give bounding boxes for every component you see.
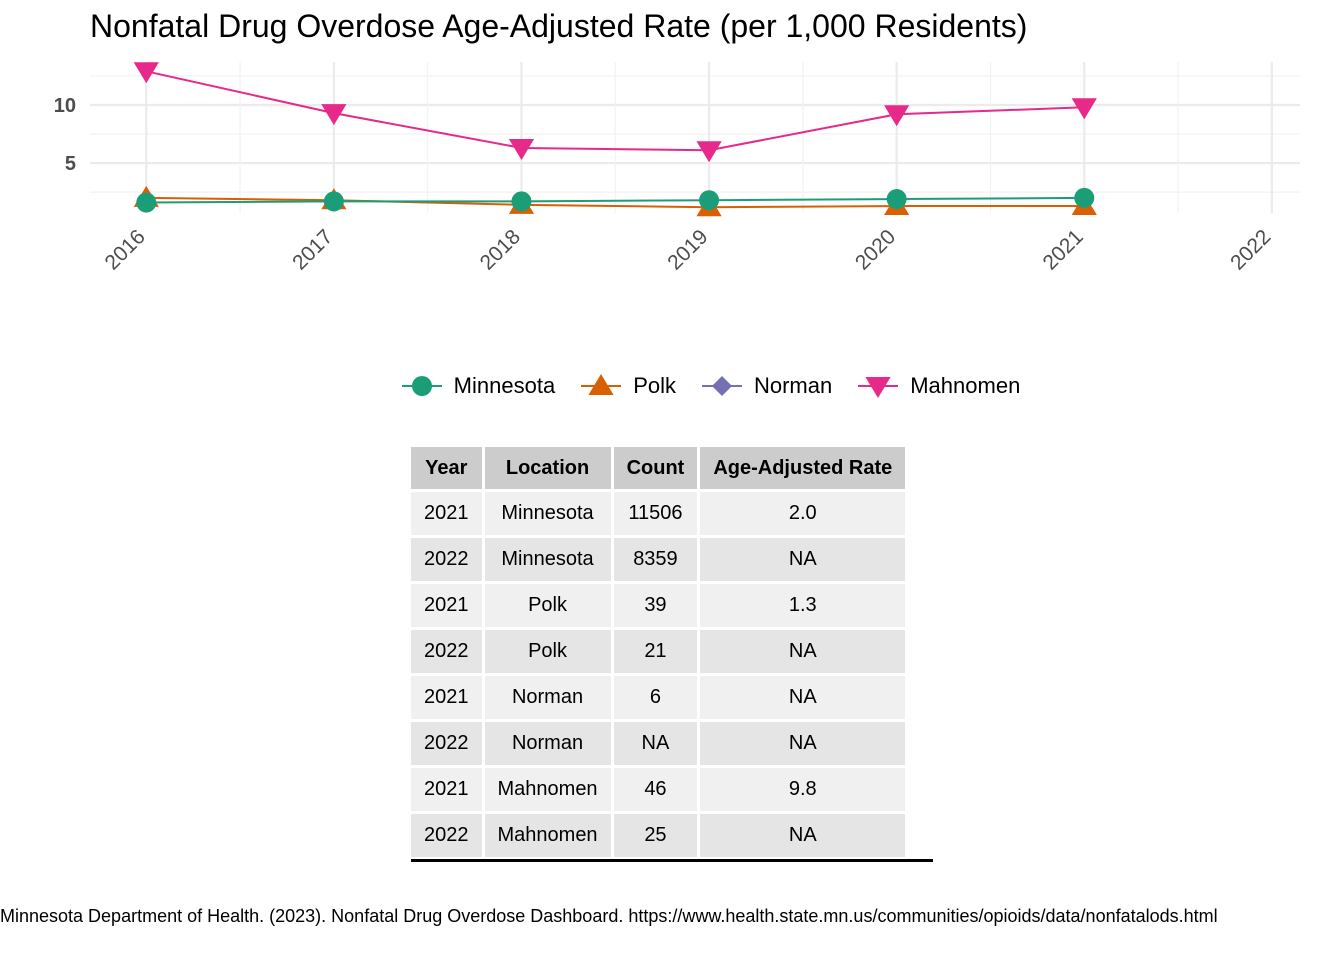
legend-label: Mahnomen (910, 373, 1021, 398)
x-tick-label: 2021 (1039, 225, 1088, 274)
legend-key-icon (701, 376, 742, 396)
table-cell: NA (700, 814, 906, 857)
legend-key-marker (588, 374, 614, 395)
x-tick-label: 2019 (663, 225, 712, 274)
legend-key-icon (858, 377, 899, 398)
table-row: 2021 Minnesota 11506 2.0 (411, 492, 906, 535)
series-line-mahnomen (146, 70, 1085, 152)
chart-title: Nonfatal Drug Overdose Age-Adjusted Rate… (90, 8, 1028, 44)
table-cell: 1.3 (700, 584, 906, 627)
table-header-cell: Count (613, 447, 698, 489)
table-cell: 8359 (613, 538, 698, 581)
table-cell: NA (700, 722, 906, 765)
point-mahnomen (508, 138, 535, 160)
chart-grid (90, 62, 1300, 213)
point-mahnomen (1071, 98, 1097, 120)
legend-key-icon (401, 376, 442, 396)
legend-item-minnesota: Minnesota (400, 366, 556, 406)
y-tick-label: 10 (54, 95, 76, 117)
table-cell: Mahnomen (484, 814, 611, 857)
chart-legend: Minnesota Polk Norman Mahnomen (0, 366, 1344, 406)
table-cell: Minnesota (484, 538, 611, 581)
x-tick-label: 2018 (476, 225, 525, 274)
point-minnesota (323, 191, 344, 212)
table-body: 2021 Minnesota 11506 2.0 2022 Minnesota 8359 NA… (411, 492, 906, 857)
table-cell: Polk (484, 630, 611, 673)
legend-key-marker (865, 377, 891, 398)
table-row: 2022 Mahnomen 25 NA (411, 814, 906, 857)
legend-item-polk: Polk (579, 366, 676, 406)
point-minnesota (136, 192, 157, 213)
table-cell: 2021 (411, 768, 482, 811)
legend-label: Minnesota (453, 373, 556, 398)
line-chart: 5 10 2016 2017 2018 2019 2020 2021 2022 (54, 62, 1300, 275)
table-cell: 46 (613, 768, 698, 811)
table-bottom-rule (411, 859, 933, 862)
table-row: 2022 Minnesota 8359 NA (411, 538, 906, 581)
table-cell: 21 (613, 630, 698, 673)
table-cell: 2.0 (700, 492, 906, 535)
point-minnesota (699, 190, 720, 211)
point-minnesota (1074, 187, 1095, 208)
legend-key-icon (581, 374, 622, 395)
table-cell: Norman (484, 676, 611, 719)
table-cell: 39 (613, 584, 698, 627)
legend-item-norman: Norman (700, 366, 832, 406)
table-row: 2022 Norman NA NA (411, 722, 906, 765)
table-cell: 9.8 (700, 768, 906, 811)
data-table: Year Location Count Age-Adjusted Rate 2021 M… (408, 444, 908, 860)
table-cell: 2022 (411, 722, 482, 765)
table-row: 2022 Polk 21 NA (411, 630, 906, 673)
table-cell: Mahnomen (484, 768, 611, 811)
point-mahnomen (321, 104, 347, 126)
table-header-cell: Age-Adjusted Rate (700, 447, 906, 489)
table-cell: Minnesota (484, 492, 611, 535)
table-header-cell: Year (411, 447, 482, 489)
table-row: 2021 Mahnomen 46 9.8 (411, 768, 906, 811)
series-line-polk (146, 196, 1085, 209)
table-row: 2021 Norman 6 NA (411, 676, 906, 719)
table-row: 2021 Polk 39 1.3 (411, 584, 906, 627)
table-cell: 2022 (411, 814, 482, 857)
table-cell: Polk (484, 584, 611, 627)
legend-item-mahnomen: Mahnomen (856, 366, 1020, 406)
legend-key-marker (411, 376, 432, 396)
point-mahnomen (696, 141, 722, 163)
point-mahnomen (884, 105, 910, 127)
table-cell: 2021 (411, 492, 482, 535)
table-cell: 6 (613, 676, 698, 719)
table-cell: 2022 (411, 630, 482, 673)
point-minnesota (886, 189, 907, 210)
x-tick-label: 2017 (288, 225, 337, 274)
x-tick-label: 2016 (101, 225, 150, 274)
legend-label: Norman (753, 373, 833, 398)
x-tick-label: 2022 (1226, 225, 1275, 274)
table-cell: 2021 (411, 676, 482, 719)
series-markers (133, 62, 1097, 217)
table-header-cell: Location (484, 447, 611, 489)
table-cell: NA (613, 722, 698, 765)
table-cell: 25 (613, 814, 698, 857)
table-cell: 2022 (411, 538, 482, 581)
table-cell: NA (700, 630, 906, 673)
table-cell: 2021 (411, 584, 482, 627)
series-line-minnesota (146, 196, 1085, 204)
table-cell: NA (700, 676, 906, 719)
legend-label: Polk (633, 373, 676, 398)
x-axis-ticks: 2016 2017 2018 2019 2020 2021 2022 (101, 225, 1276, 274)
point-minnesota (511, 191, 532, 212)
y-tick-label: 5 (65, 153, 76, 175)
source-caption: Minnesota Department of Health. (2023). … (0, 906, 1218, 926)
table-cell: 11506 (613, 492, 698, 535)
x-tick-label: 2020 (851, 225, 900, 274)
legend-key-marker (711, 376, 732, 396)
table-cell: NA (700, 538, 906, 581)
point-mahnomen (133, 62, 159, 84)
table-cell: Norman (484, 722, 611, 765)
y-axis-ticks: 5 10 (54, 95, 76, 175)
series-lines (146, 70, 1085, 209)
table-header-row: Year Location Count Age-Adjusted Rate (411, 447, 906, 489)
